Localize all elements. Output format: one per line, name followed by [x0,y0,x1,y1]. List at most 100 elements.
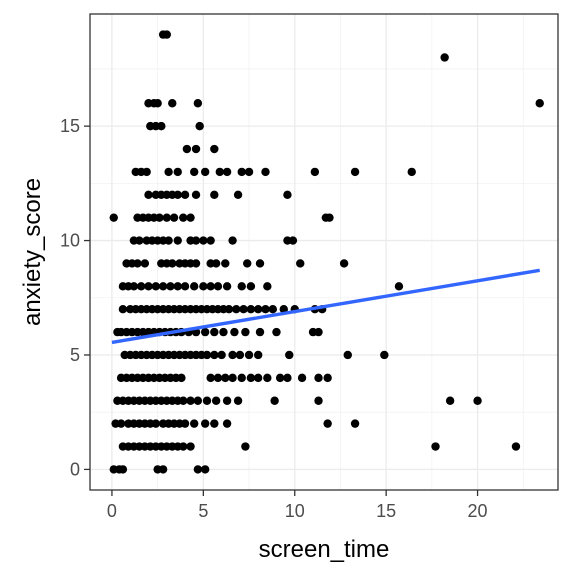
data-point [186,396,195,405]
data-point [310,167,320,177]
data-point [180,190,190,199]
x-tick-label: 0 [107,501,117,521]
data-point [169,213,179,222]
data-point [191,236,201,245]
plot-panel-border [89,13,559,491]
data-point [253,350,263,360]
data-point [215,167,224,177]
y-axis-ticks: 0 5 10 15 [60,116,90,479]
data-point [202,350,212,360]
data-point [270,396,279,405]
data-point [193,465,203,474]
data-point [323,419,332,428]
data-point [144,282,153,291]
data-point [210,190,219,199]
data-point [164,167,173,177]
data-point [268,305,278,314]
data-point [224,305,234,314]
data-point [155,213,164,222]
y-tick-label: 15 [60,116,80,136]
data-point [243,259,252,268]
data-point [166,282,175,291]
data-point [314,396,323,405]
data-point [253,373,263,383]
data-point [193,99,203,108]
y-tick-label: 5 [70,345,80,365]
data-point [179,396,188,405]
data-point [210,419,219,428]
y-tick-label: 0 [70,459,80,479]
data-point [199,236,208,245]
data-point [158,282,168,291]
data-point [239,305,248,314]
data-point [394,282,404,291]
data-point [164,236,173,245]
data-point [213,282,223,291]
data-point [193,396,203,405]
data-point [314,327,323,337]
data-point [210,350,219,360]
data-point [296,259,305,268]
x-tick-label: 5 [198,501,208,521]
data-point [217,350,226,360]
data-point [200,419,210,428]
data-point [153,99,162,108]
data-point [219,327,228,337]
data-point [151,419,161,428]
data-point [221,373,230,383]
data-point [162,30,171,39]
data-point [221,259,230,268]
data-point [263,373,272,383]
data-point [272,327,281,337]
data-point [283,190,292,199]
data-point [144,213,153,222]
data-point [237,282,246,291]
data-point [116,419,126,428]
data-point [232,305,241,314]
data-point [228,373,237,383]
x-tick-label: 10 [285,501,305,521]
data-point [283,373,292,383]
data-point [142,167,151,177]
data-point [244,350,254,360]
data-point [151,282,161,291]
regression-line [111,268,541,345]
data-point [263,282,272,291]
data-point [191,259,201,268]
data-point [109,213,118,222]
data-point [246,282,256,291]
data-point [200,327,210,337]
data-point [173,190,182,199]
data-point [431,442,440,451]
fit-line-group [111,268,541,345]
data-point [186,213,195,222]
data-point [230,327,239,337]
plot-panel [90,14,558,490]
data-point [135,236,144,245]
data-point [190,282,199,291]
data-point [186,442,195,451]
data-point [445,396,455,405]
data-point [202,396,212,405]
data-point [168,99,177,108]
data-point [210,144,219,154]
data-point [222,282,232,291]
data-point [213,373,223,383]
data-point [118,465,128,474]
data-point [210,327,219,337]
data-point [228,236,237,245]
grid-lines [90,14,558,490]
data-point [211,396,221,405]
data-point [246,373,256,383]
data-point [323,373,332,383]
data-point [129,282,139,291]
data-point [275,373,285,383]
data-point [343,350,352,360]
data-points [109,30,544,474]
data-point [173,282,182,291]
data-point [191,144,201,154]
data-point [279,305,288,314]
data-point [297,373,307,383]
data-point [228,350,237,360]
